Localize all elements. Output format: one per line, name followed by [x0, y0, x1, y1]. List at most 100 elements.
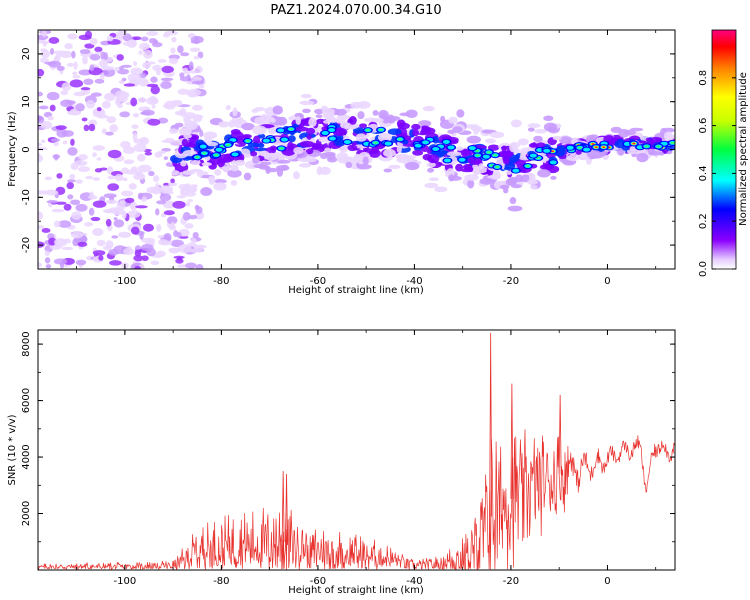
- spectral-cell: [314, 108, 325, 115]
- spectral-cell: [132, 36, 142, 41]
- spectral-cell: [129, 201, 138, 211]
- colorbar-tick-label: 0.0: [698, 261, 709, 277]
- spectral-cell: [39, 57, 49, 63]
- spectral-cell: [48, 37, 60, 44]
- spectral-cell: [156, 223, 162, 232]
- spectral-cell: [121, 77, 127, 82]
- spectral-cell: [373, 141, 378, 144]
- spectral-cell: [155, 182, 160, 192]
- y-tick-label: 6000: [21, 388, 32, 413]
- spectral-cell: [146, 83, 159, 88]
- x-tick-label: 0: [604, 276, 610, 287]
- spectral-cell: [385, 116, 396, 124]
- spectral-cell: [130, 226, 140, 235]
- spectral-cell: [464, 174, 479, 181]
- spectral-cell: [140, 36, 149, 42]
- spectral-cell: [378, 128, 383, 131]
- spectral-cell: [137, 153, 146, 162]
- spectral-cell: [140, 243, 154, 251]
- spectral-cell: [529, 185, 538, 190]
- spectral-cell: [533, 135, 543, 143]
- spectral-cell: [75, 179, 83, 184]
- spectral-cell: [432, 147, 440, 152]
- spectral-cell: [359, 123, 368, 129]
- spectral-cell: [566, 145, 574, 150]
- x-tick-label: 0: [604, 576, 610, 587]
- spectral-cell: [163, 210, 175, 216]
- spectral-cell: [183, 117, 192, 123]
- spectral-cell: [510, 119, 522, 128]
- spectral-cell: [475, 154, 480, 157]
- spectral-cell: [61, 246, 74, 251]
- y-tick-label: 8000: [21, 331, 32, 356]
- spectral-cell: [299, 140, 315, 148]
- spectral-cell: [422, 105, 435, 112]
- spectral-cell: [259, 150, 270, 157]
- spectral-cell: [293, 146, 304, 155]
- spectral-cell: [64, 43, 73, 50]
- spectral-cell: [670, 141, 675, 144]
- spectral-cell: [383, 168, 392, 173]
- spectral-cell: [340, 121, 350, 131]
- spectral-cell: [365, 129, 370, 132]
- spectral-cell: [98, 59, 109, 68]
- snr-peak: [558, 394, 562, 474]
- spectral-cell: [38, 105, 49, 110]
- spectral-cell: [528, 142, 539, 148]
- spectral-cell: [412, 149, 424, 156]
- spectral-cell: [441, 150, 449, 155]
- spectral-cell: [424, 182, 439, 189]
- spectral-cell: [118, 80, 125, 84]
- spectral-cell: [101, 128, 107, 135]
- y-tick-label: -20: [21, 237, 32, 253]
- spectral-cell: [328, 128, 336, 133]
- spectral-cell: [512, 168, 520, 173]
- spectral-cell: [85, 99, 96, 109]
- spectral-cell: [51, 208, 65, 213]
- x-tick-label: -60: [310, 276, 326, 287]
- spectral-cell: [446, 151, 462, 157]
- spectral-cell: [113, 32, 127, 37]
- spectral-cell: [50, 138, 60, 142]
- figure-title: PAZ1.2024.070.00.34.G10: [270, 3, 441, 18]
- spectral-cell: [77, 154, 88, 161]
- spectral-cell: [305, 148, 314, 155]
- spectral-cell: [92, 250, 106, 256]
- spectral-cell: [192, 231, 199, 239]
- spectral-cell: [632, 142, 636, 145]
- x-tick-label: -20: [503, 276, 519, 287]
- spectral-cell: [107, 149, 122, 159]
- spectral-cell: [126, 39, 138, 48]
- spectral-cell: [55, 201, 67, 205]
- spectral-cell: [170, 221, 175, 230]
- spectral-cell: [199, 130, 204, 137]
- spectral-cell: [99, 72, 105, 80]
- spectral-cell: [67, 179, 76, 183]
- snr-frame: [37, 329, 676, 571]
- spectral-cell: [67, 194, 74, 200]
- spectral-cell: [71, 211, 82, 220]
- spectral-cell: [56, 173, 63, 179]
- spectral-cell: [176, 264, 188, 268]
- spectral-cell: [455, 163, 464, 172]
- spectral-cell: [56, 129, 68, 138]
- spectral-cell: [527, 127, 535, 132]
- spectral-cell: [549, 160, 557, 165]
- spectral-cell: [324, 151, 336, 157]
- spectral-cell: [73, 160, 88, 167]
- spectral-cell: [467, 156, 482, 165]
- spectral-cell: [231, 152, 239, 157]
- spectral-cell: [169, 140, 183, 147]
- spectral-cell: [156, 200, 167, 205]
- spectral-cell: [96, 157, 102, 161]
- spectral-cell: [71, 50, 76, 59]
- spectral-cell: [75, 203, 88, 212]
- snr-x-axis: -100 -80 -60 -40 -20 0: [76, 330, 657, 587]
- spectral-cell: [192, 114, 203, 123]
- spectral-cell: [199, 144, 207, 149]
- spectral-cell: [174, 122, 184, 128]
- snr-series-line: [38, 429, 675, 570]
- spectral-cell: [179, 72, 185, 78]
- spectral-cell: [38, 68, 45, 77]
